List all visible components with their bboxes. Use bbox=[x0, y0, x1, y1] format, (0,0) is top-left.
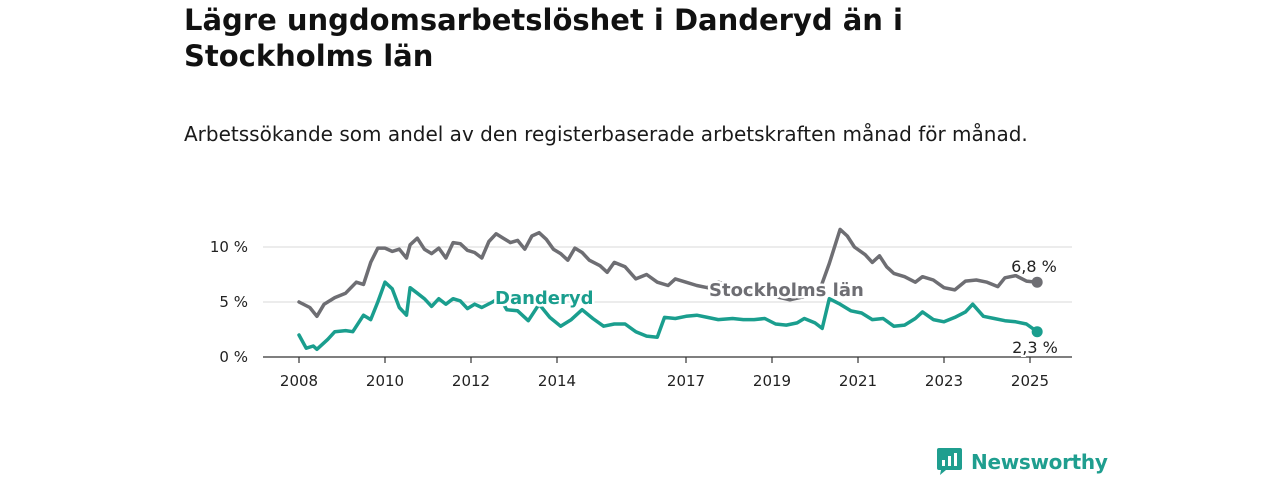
y-tick-label: 5 % bbox=[219, 293, 248, 311]
end-value-label-stockholm: 6,8 % bbox=[1011, 257, 1057, 276]
x-tick-label: 2021 bbox=[839, 372, 877, 390]
y-tick-label: 10 % bbox=[210, 238, 248, 256]
x-tick-label: 2014 bbox=[538, 372, 576, 390]
x-tick-label: 2012 bbox=[452, 372, 490, 390]
end-value-label-danderyd: 2,3 % bbox=[1012, 338, 1058, 357]
brand-logo: Newsworthy bbox=[937, 448, 1108, 475]
newsworthy-logo-icon bbox=[937, 448, 962, 475]
x-tick-label: 2008 bbox=[280, 372, 318, 390]
brand-name: Newsworthy bbox=[971, 449, 1108, 474]
y-tick-label: 0 % bbox=[219, 348, 248, 366]
x-tick-label: 2025 bbox=[1011, 372, 1049, 390]
series-label-danderyd: Danderyd bbox=[495, 288, 594, 309]
series-line-danderyd bbox=[297, 280, 1039, 352]
series-line-stockholm bbox=[297, 227, 1039, 319]
x-tick-label: 2017 bbox=[667, 372, 705, 390]
x-tick-label: 2019 bbox=[753, 372, 791, 390]
chart-subtitle: Arbetssökande som andel av den registerb… bbox=[184, 122, 1028, 146]
x-tick-label: 2023 bbox=[925, 372, 963, 390]
x-tick-label: 2010 bbox=[366, 372, 404, 390]
chart-title: Lägre ungdomsarbetslöshet i Danderyd än … bbox=[184, 3, 903, 73]
end-point-danderyd bbox=[1031, 326, 1043, 338]
series-label-stockholm: Stockholms län bbox=[709, 280, 864, 301]
end-point-stockholm bbox=[1031, 276, 1043, 288]
